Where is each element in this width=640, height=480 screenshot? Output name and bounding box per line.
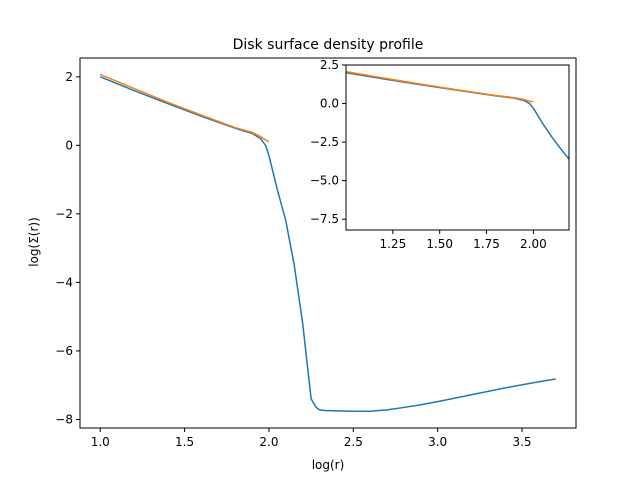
inset-y-tick-label: −5.0 [310, 174, 339, 188]
main-plot: Disk surface density profile log(r) log(… [27, 37, 577, 472]
inset-series-line-1 [346, 70, 534, 103]
main-x-tick-label: 3.0 [428, 435, 447, 449]
inset-tick-group: 1.25 1.50 1.75 2.00 −7.5 −5.0 −2.5 0.0 2.5 [310, 58, 547, 251]
inset-y-tick-label: −2.5 [310, 135, 339, 149]
main-y-axis-label: log(Σ(r)) [27, 217, 41, 267]
inset-x-tick-label: 2.00 [520, 237, 547, 251]
main-y-tick-label: −4 [55, 275, 73, 289]
main-y-tick-label: −6 [55, 344, 73, 358]
main-series-line-1 [99, 73, 270, 143]
main-x-tick-label: 1.0 [91, 435, 110, 449]
inset-y-tick-label: −7.5 [310, 212, 339, 226]
inset-plot: 1.25 1.50 1.75 2.00 −7.5 −5.0 −2.5 0.0 2.5 [310, 58, 570, 251]
main-x-axis-label: log(r) [312, 458, 345, 472]
main-tick-group: 1.0 1.5 2.0 2.5 3.0 3.5 −8 −6 −4 −2 0 2 [55, 70, 531, 449]
main-x-tick-label: 2.5 [344, 435, 363, 449]
main-x-tick-label: 1.5 [175, 435, 194, 449]
main-axes-frame [79, 57, 577, 429]
main-y-tick-label: 0 [65, 138, 73, 152]
inset-background [346, 65, 569, 230]
inset-x-tick-label: 1.25 [379, 237, 406, 251]
main-y-tick-label: −2 [55, 207, 73, 221]
inset-axes-frame [345, 64, 570, 231]
inset-series-group [346, 70, 569, 160]
inset-x-tick-label: 1.50 [426, 237, 453, 251]
main-y-tick-label: 2 [65, 70, 73, 84]
inset-x-tick-label: 1.75 [473, 237, 500, 251]
inset-y-tick-label: 0.0 [320, 97, 339, 111]
main-y-tick-label: −8 [55, 412, 73, 426]
main-x-tick-label: 3.5 [512, 435, 531, 449]
main-x-tick-label: 2.0 [259, 435, 278, 449]
main-chart-title: Disk surface density profile [233, 37, 424, 53]
main-series-line-0 [99, 76, 556, 412]
inset-y-tick-label: 2.5 [320, 58, 339, 72]
main-series-group [99, 73, 556, 412]
